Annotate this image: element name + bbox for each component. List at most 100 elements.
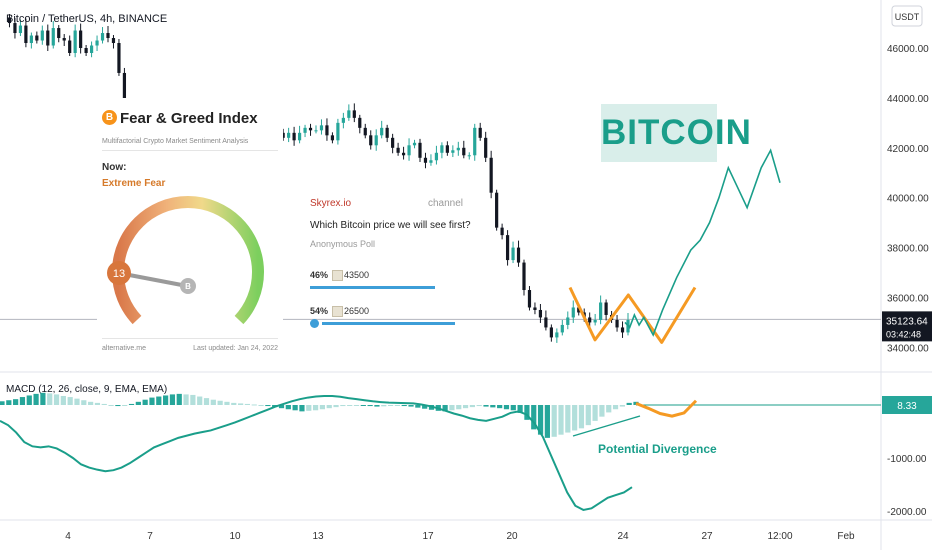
teal-projection-path[interactable] — [624, 148, 781, 337]
macd-histogram-bar — [251, 404, 257, 406]
macd-histogram-bar — [60, 395, 66, 405]
candle-body — [363, 127, 367, 136]
poll-option-2-percent: 54% — [310, 306, 329, 316]
poll-option-2-label[interactable]: 26500 — [344, 306, 370, 316]
macd-histogram-bar — [40, 392, 46, 405]
macd-histogram-bar — [558, 405, 564, 435]
candle-body — [330, 135, 335, 141]
candle-body — [369, 135, 373, 146]
macd-histogram-bar — [122, 405, 128, 406]
macd-histogram-bar — [537, 405, 544, 435]
fear-greed-updated: Last updated: Jan 24, 2022 — [193, 345, 278, 352]
macd-histogram-bar — [572, 405, 578, 431]
potential-divergence-label: Potential Divergence — [598, 442, 717, 456]
macd-histogram-bar — [333, 405, 339, 408]
candle-body — [588, 317, 592, 323]
candle-body — [117, 43, 121, 73]
macd-tick-label: -2000.00 — [887, 507, 927, 518]
macd-histogram-bar — [503, 405, 510, 410]
macd-histogram-bar — [319, 405, 326, 410]
candle-body — [423, 157, 428, 163]
candle-body — [560, 324, 564, 333]
fear-greed-source: alternative.me — [102, 345, 146, 352]
time-axis-label: 24 — [617, 531, 629, 542]
macd-histogram-bar — [190, 394, 196, 405]
candle-body — [445, 145, 449, 153]
macd-histogram-bar — [442, 405, 448, 412]
macd-histogram-bar — [183, 394, 189, 405]
macd-line[interactable] — [0, 394, 633, 511]
macd-histogram-bar — [169, 394, 176, 405]
macd-histogram-bar — [612, 405, 619, 410]
candle-body — [549, 327, 553, 338]
candle-body — [347, 110, 351, 118]
candle-body — [451, 150, 455, 153]
candle-body — [385, 127, 389, 138]
macd-histogram-bar — [462, 405, 469, 409]
poll-card: Skyrex.io channel Which Bitcoin price we… — [310, 196, 480, 336]
poll-kind: Anonymous Poll — [310, 239, 376, 249]
macd-histogram-bar — [88, 401, 94, 405]
macd-histogram-bar — [197, 396, 203, 405]
candle-body — [484, 137, 488, 158]
candle-body — [412, 142, 417, 146]
macd-histogram-bar — [415, 405, 421, 408]
poll-option-2-bar — [322, 322, 455, 325]
bitcoin-banner: BITCOIN — [601, 104, 751, 162]
candle-body — [79, 30, 83, 48]
macd-value: 8.33 — [897, 401, 917, 412]
macd-histogram-bar — [360, 405, 366, 406]
macd-histogram-bar — [401, 405, 407, 407]
candle-body — [380, 127, 384, 136]
poll-option-1-bar — [310, 286, 435, 289]
currency-badge[interactable] — [891, 5, 923, 27]
fear-greed-title: Fear & Greed Index — [120, 110, 258, 127]
poll-option-1-label[interactable]: 43500 — [344, 270, 370, 280]
candle-body — [407, 145, 411, 156]
candle-body — [462, 147, 466, 156]
macd-histogram-bar — [387, 405, 394, 406]
candle-body — [95, 40, 99, 46]
checkmark-icon — [310, 319, 319, 328]
macd-histogram-bar — [606, 405, 612, 413]
candle-body — [106, 33, 110, 39]
orange-w-pattern[interactable] — [568, 286, 697, 344]
macd-histogram-bar — [142, 399, 148, 405]
macd-histogram-bar — [231, 402, 237, 405]
macd-orange-projection[interactable] — [635, 399, 698, 418]
candle-body — [478, 127, 482, 138]
divergence-line[interactable] — [572, 415, 641, 437]
candle-body — [429, 160, 433, 163]
candle-body — [287, 132, 291, 138]
candle-body — [358, 117, 362, 128]
poll-question: Which Bitcoin price we will see first? — [310, 220, 471, 231]
macd-histogram-bar — [381, 405, 387, 407]
macd-histogram-bar — [524, 405, 530, 420]
macd-histogram-bar — [408, 405, 414, 407]
candle-body — [566, 317, 570, 325]
candle-body — [281, 132, 285, 138]
price-tick-label: 44000.00 — [887, 94, 929, 105]
macd-histogram-bar — [19, 397, 26, 405]
macd-histogram-bar — [490, 405, 496, 408]
macd-histogram-bar — [312, 405, 319, 411]
macd-histogram-bar — [422, 405, 428, 409]
candle-body — [51, 28, 55, 46]
macd-histogram-bar — [476, 405, 482, 407]
macd-histogram-bar — [456, 405, 462, 410]
time-axis-label: 13 — [312, 531, 324, 542]
time-axis-label: 27 — [701, 531, 713, 542]
macd-histogram-bar — [578, 405, 585, 429]
candle-body — [500, 227, 504, 236]
candle-body — [40, 30, 44, 41]
macd-value-badge — [882, 396, 932, 414]
macd-histogram-bar — [531, 405, 537, 430]
gauge-hub — [180, 278, 196, 294]
macd-histogram-bar — [347, 405, 353, 406]
candle-body — [62, 38, 66, 41]
price-tick-label: 38000.00 — [887, 244, 929, 255]
macd-histogram-bar — [67, 397, 73, 405]
macd-histogram-bar — [33, 393, 39, 405]
chart-down-icon — [332, 306, 343, 317]
